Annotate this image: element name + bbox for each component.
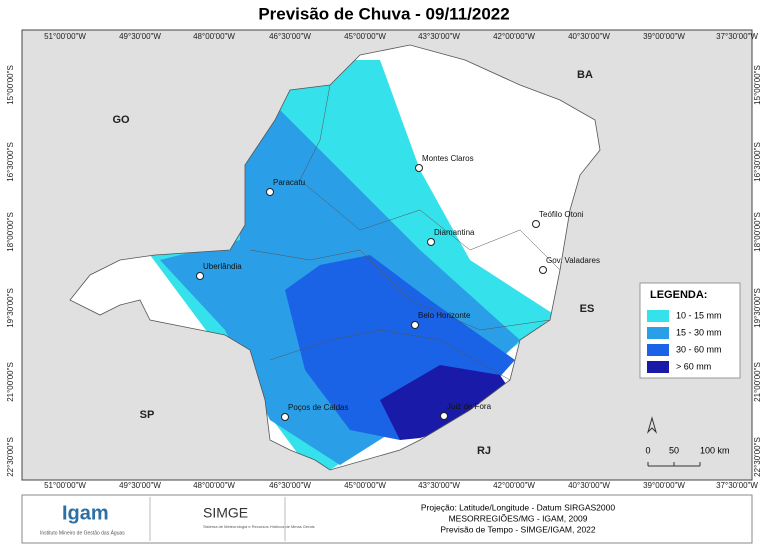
footer-line: Previsão de Tempo - SIMGE/IGAM, 2022	[440, 524, 596, 534]
city-marker	[427, 238, 435, 246]
state-label: ES	[580, 303, 595, 315]
region-borders	[249, 84, 561, 381]
lat-label: 15°00'00"S	[6, 65, 15, 105]
lon-label: 43°30'00"W	[418, 481, 460, 490]
lon-label: 48°00'00"W	[193, 481, 235, 490]
city-label: Juiz de Fora	[447, 402, 492, 411]
city-label: Uberlândia	[203, 262, 242, 271]
lat-label: 18°00'00"S	[6, 212, 15, 252]
city-label: Gov. Valadares	[546, 256, 600, 265]
legend-swatch	[647, 327, 669, 339]
city-marker	[415, 164, 423, 172]
logo-igam-sub: Instituto Mineiro de Gestão das Águas	[40, 529, 125, 536]
footer	[21, 494, 753, 544]
legend-swatch	[647, 344, 669, 356]
lon-label: 49°30'00"W	[119, 481, 161, 490]
lon-label: 40°30'00"W	[568, 32, 610, 41]
lon-label: 51°00'00"W	[44, 32, 86, 41]
city-marker	[266, 188, 274, 196]
legend: LEGENDA: 10 - 15 mm 15 - 30 mm 30 - 60 mm > …	[639, 282, 741, 379]
state-label: SP	[140, 409, 155, 421]
lat-label: 16°30'00"S	[753, 142, 762, 182]
city-label: Paracatu	[273, 178, 305, 187]
lon-label: 39°00'00"W	[643, 32, 685, 41]
lon-label: 37°30'00"W	[716, 481, 758, 490]
legend-label: > 60 mm	[676, 361, 711, 371]
lat-label: 15°00'00"S	[753, 65, 762, 105]
legend-swatch	[647, 361, 669, 373]
lat-label: 18°00'00"S	[753, 212, 762, 252]
lon-label: 49°30'00"W	[119, 32, 161, 41]
lon-label: 45°00'00"W	[344, 481, 386, 490]
lon-label: 40°30'00"W	[568, 481, 610, 490]
city-label: Montes Claros	[422, 154, 474, 163]
lat-label: 19°30'00"S	[6, 288, 15, 328]
footer-line: Projeção: Latitude/Longitude - Datum SIR…	[421, 502, 615, 512]
logo-simge-sub: Sistema de Meteorologia e Recursos Hídri…	[203, 524, 315, 529]
lon-label: 48°00'00"W	[193, 32, 235, 41]
logo-igam: Igam	[62, 502, 109, 524]
lon-label: 51°00'00"W	[44, 481, 86, 490]
lon-label: 43°30'00"W	[418, 32, 460, 41]
lat-label: 21°00'00"S	[6, 362, 15, 402]
north-arrow	[646, 416, 658, 434]
scale-bar	[647, 462, 701, 467]
city-marker	[411, 321, 419, 329]
logo-simge: SIMGE	[203, 505, 248, 521]
legend-label: 10 - 15 mm	[676, 310, 722, 320]
state-label: GO	[112, 114, 130, 126]
legend-label: 15 - 30 mm	[676, 327, 722, 337]
lon-label: 46°30'00"W	[269, 481, 311, 490]
footer-line: MESORREGIÕES/MG - IGAM, 2009	[449, 513, 588, 523]
city-marker	[196, 272, 204, 280]
state-label: BA	[577, 69, 593, 81]
lon-label: 39°00'00"W	[643, 481, 685, 490]
lon-label: 46°30'00"W	[269, 32, 311, 41]
lon-label: 42°00'00"W	[493, 32, 535, 41]
city-marker	[440, 412, 448, 420]
title: Previsão de Chuva - 09/11/2022	[258, 4, 509, 23]
lon-label: 45°00'00"W	[344, 32, 386, 41]
city-marker	[281, 413, 289, 421]
legend-title: LEGENDA:	[650, 289, 707, 301]
lat-label: 19°30'00"S	[753, 288, 762, 328]
lat-label: 22°30'00"S	[753, 437, 762, 477]
legend-swatch	[647, 310, 669, 322]
city-marker	[532, 220, 540, 228]
legend-label: 30 - 60 mm	[676, 344, 722, 354]
lat-label: 22°30'00"S	[6, 437, 15, 477]
lon-label: 37°30'00"W	[716, 32, 758, 41]
scale-label: 50	[669, 445, 679, 455]
state-label: RJ	[477, 445, 491, 457]
city-label: Poços de Caldas	[288, 403, 348, 412]
city-label: Diamantina	[434, 228, 475, 237]
city-label: Teófilo Otoni	[539, 210, 584, 219]
city-label: Belo Horizonte	[418, 311, 471, 320]
scale-label: 100 km	[700, 445, 730, 455]
lat-label: 16°30'00"S	[6, 142, 15, 182]
lon-label: 42°00'00"W	[493, 481, 535, 490]
lat-label: 21°00'00"S	[753, 362, 762, 402]
scale-label: 0	[645, 445, 650, 455]
city-marker	[539, 266, 547, 274]
